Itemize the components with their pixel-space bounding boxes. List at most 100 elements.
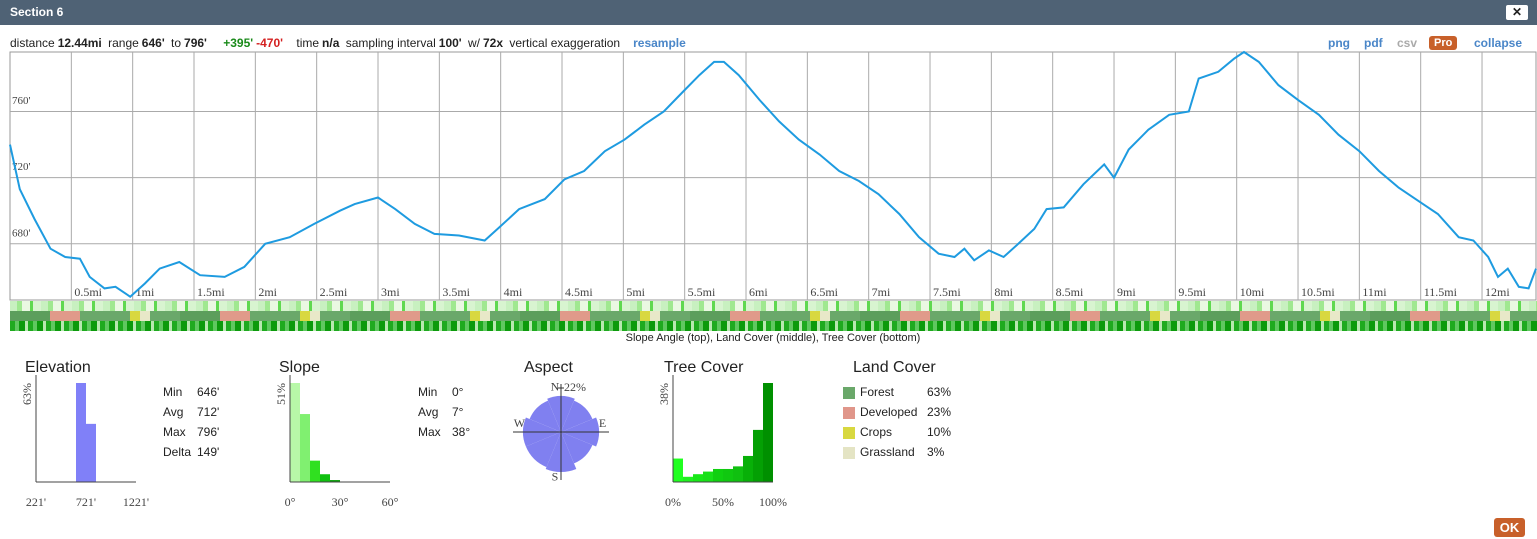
rose-petal — [529, 400, 561, 432]
panel-title: Tree Cover — [664, 359, 744, 376]
legend-swatch — [843, 427, 855, 439]
rose-petal — [561, 432, 593, 464]
plot-frame — [9, 51, 1537, 301]
x-tick-label: 10mi — [1240, 285, 1265, 299]
stat-label: Avg — [163, 405, 183, 419]
pro-badge[interactable]: Pro — [1429, 36, 1458, 50]
bar — [330, 480, 340, 482]
x-tick-label: 7.5mi — [933, 285, 961, 299]
x-tick-label: 721' — [76, 495, 96, 509]
x-tick-label: 30° — [332, 495, 349, 509]
x-tick-label: 2.5mi — [320, 285, 348, 299]
bar — [743, 455, 753, 482]
y-tick-label: 51% — [274, 383, 288, 405]
x-tick-label: 8mi — [994, 285, 1013, 299]
bar — [713, 468, 723, 482]
bar — [733, 466, 743, 482]
x-tick-label: 5mi — [626, 285, 645, 299]
x-tick-label: 221' — [26, 495, 46, 509]
x-tick-label: 6mi — [749, 285, 768, 299]
y-tick-label: 680' — [12, 227, 31, 239]
tree-cover-strip — [10, 321, 1537, 331]
caption: Slope Angle (top), Land Cover (middle), … — [626, 332, 921, 344]
x-tick-label: 100% — [759, 495, 787, 509]
legend-label: Crops — [860, 425, 892, 439]
label: to — [171, 36, 182, 50]
x-tick-label: 4mi — [504, 285, 523, 299]
stat-value: 796' — [197, 425, 219, 439]
pdf-link[interactable]: pdf — [1364, 36, 1383, 50]
x-tick-label: 0.5mi — [74, 285, 102, 299]
label: distance — [10, 36, 55, 50]
x-tick-label: 4.5mi — [565, 285, 593, 299]
csv-link[interactable]: csv — [1397, 36, 1418, 50]
stat-value: 7° — [452, 405, 464, 419]
x-tick-label: 50% — [712, 495, 734, 509]
value: 646' — [141, 36, 165, 50]
bar — [300, 414, 310, 482]
loss: -470' — [256, 36, 284, 50]
info-line: distance 12.44mi range 646' to 796' +395' -4… — [10, 36, 689, 50]
rose-petal — [525, 432, 561, 468]
title-bar: Section 6 ✕ — [0, 0, 1537, 25]
x-tick-label: 0° — [285, 495, 296, 509]
x-tick-label: 9mi — [1117, 285, 1136, 299]
x-tick-label: 5.5mi — [688, 285, 716, 299]
bar — [703, 471, 713, 482]
png-link[interactable]: png — [1328, 36, 1350, 50]
stat-label: Min — [418, 385, 437, 399]
elevation-line — [9, 50, 1537, 298]
x-tick-label: 2mi — [258, 285, 277, 299]
stat-value: 0° — [452, 385, 464, 399]
x-tick-label: 0% — [665, 495, 681, 509]
legend-label: Grassland — [860, 445, 915, 459]
window-title: Section 6 — [10, 5, 64, 19]
x-tick-label: 1221' — [123, 495, 149, 509]
x-tick-label: 11.5mi — [1424, 285, 1458, 299]
x-tick-label: 7mi — [872, 285, 891, 299]
bar — [76, 383, 86, 482]
label: w/ — [467, 36, 480, 50]
bar — [86, 423, 96, 482]
bar — [320, 474, 330, 482]
panel-title: Slope — [279, 359, 320, 376]
label: vertical exaggeration — [509, 36, 621, 50]
direction-label: E — [599, 416, 606, 430]
ok-button[interactable]: OK — [1494, 518, 1525, 537]
x-tick-label: 1.5mi — [197, 285, 225, 299]
value: n/a — [322, 36, 340, 50]
legend-value: 10% — [927, 425, 951, 439]
panel-title: Elevation — [25, 359, 91, 376]
stat-value: 712' — [197, 405, 219, 419]
gain: +395' — [223, 36, 254, 50]
rose-petal — [561, 400, 593, 432]
stat-label: Delta — [163, 445, 191, 459]
x-tick-label: 11mi — [1362, 285, 1387, 299]
legend-value: 23% — [927, 405, 951, 419]
stat-value: 38° — [452, 425, 470, 439]
bar — [763, 383, 773, 482]
value: 796' — [184, 36, 207, 50]
x-tick-label: 12mi — [1485, 285, 1510, 299]
collapse-link[interactable]: collapse — [1474, 36, 1523, 50]
resample-link[interactable]: resample — [633, 36, 686, 50]
x-tick-label: 10.5mi — [1301, 285, 1335, 299]
slope-strip — [10, 301, 1537, 311]
direction-label: S — [552, 470, 559, 484]
x-tick-label: 6.5mi — [810, 285, 838, 299]
bar — [683, 476, 693, 482]
x-tick-label: 8.5mi — [1056, 285, 1084, 299]
bar — [753, 429, 763, 482]
legend-swatch — [843, 407, 855, 419]
x-tick-label: 1mi — [136, 285, 155, 299]
x-tick-label: 3.5mi — [442, 285, 470, 299]
x-tick-label: 3mi — [381, 285, 400, 299]
bar — [290, 383, 300, 482]
x-tick-label: 60° — [382, 495, 399, 509]
close-button[interactable]: ✕ — [1506, 5, 1528, 20]
stat-label: Min — [163, 385, 182, 399]
value: 72x — [482, 36, 504, 50]
direction-label: N — [551, 380, 560, 394]
